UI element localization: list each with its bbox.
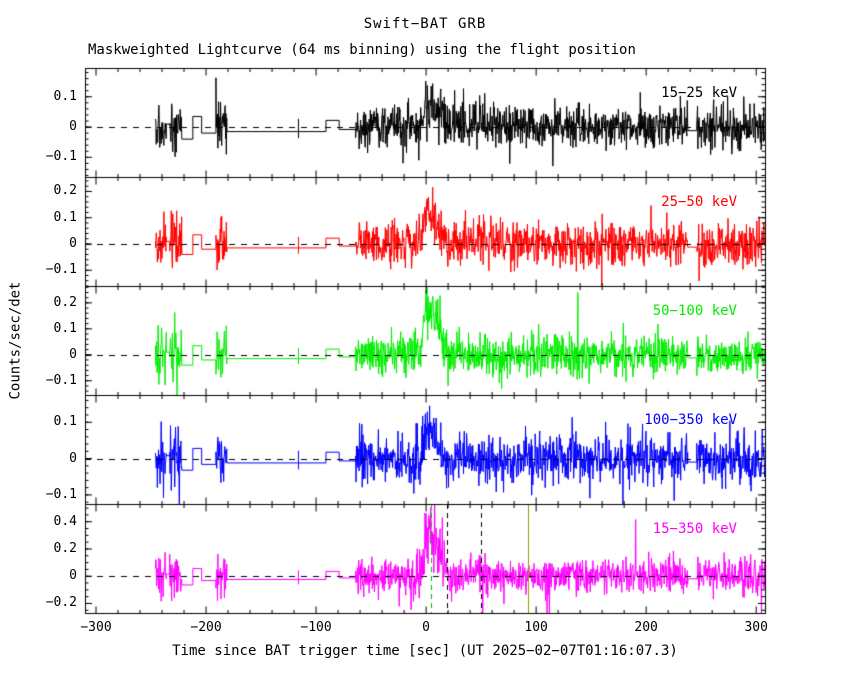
x-axis-label: Time since BAT trigger time [sec] (UT 20…	[172, 643, 678, 659]
y-axis-label: Counts/sec/det	[7, 281, 24, 400]
chart-title: Swift−BAT GRB	[363, 16, 487, 32]
chart-subtitle: Maskweighted Lightcurve (64 ms binning) …	[88, 42, 636, 58]
